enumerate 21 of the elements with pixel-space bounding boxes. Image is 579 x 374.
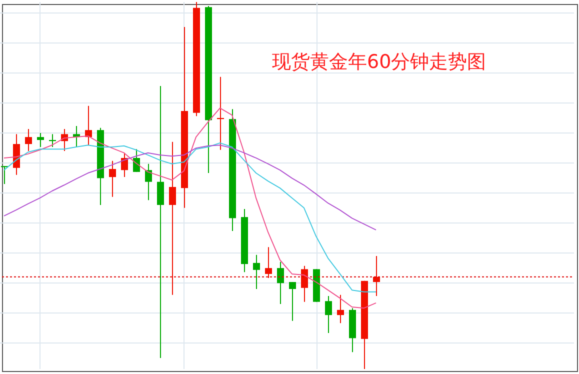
candlestick (217, 76, 224, 150)
candlestick (373, 255, 380, 296)
candlestick (109, 160, 116, 198)
candlestick (145, 163, 152, 201)
candlestick (337, 294, 344, 324)
candlestick (133, 148, 140, 172)
candlestick (325, 295, 332, 334)
candlestick (121, 152, 128, 178)
candlestick (25, 128, 32, 152)
candlestick (13, 134, 20, 176)
candlestick (301, 265, 308, 302)
candlestick (253, 254, 260, 290)
candlestick (157, 86, 164, 358)
candlestick (49, 134, 56, 148)
candlestick (289, 282, 296, 322)
candlestick (265, 246, 272, 278)
candlestick (37, 132, 44, 148)
text: 现货黄金年60分钟走势图 (272, 50, 486, 75)
candlestick (277, 261, 284, 305)
candlestick (169, 141, 176, 296)
candlestick (85, 105, 92, 146)
